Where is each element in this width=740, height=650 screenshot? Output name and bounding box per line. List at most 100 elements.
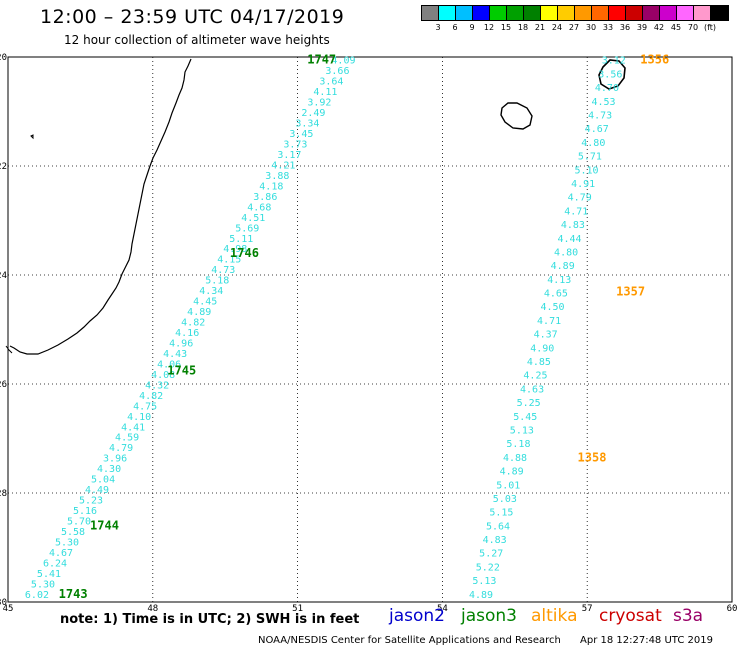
longitude-tick-label: 60 — [727, 604, 738, 614]
wave-height-value: 4.71 — [537, 316, 561, 327]
color-swatch — [711, 6, 728, 20]
wave-height-value: 4.67 — [585, 124, 609, 135]
islet-outline — [30, 134, 34, 140]
pass-number-label: 1358 — [578, 451, 607, 465]
color-swatch — [473, 6, 490, 20]
color-scale-label: 42 — [653, 23, 665, 32]
wave-height-value: 4.11 — [313, 87, 337, 98]
wave-height-value: 4.79 — [109, 443, 133, 454]
wave-height-value: 4.06 — [157, 359, 181, 370]
wave-height-value: 5.18 — [506, 439, 530, 450]
wave-height-value: 4.32 — [145, 380, 169, 391]
pass-number-label: 1744 — [90, 519, 119, 533]
wave-height-value: 5.13 — [510, 425, 534, 436]
wave-height-value: 6.24 — [43, 558, 67, 569]
wave-height-value: 5.27 — [479, 549, 503, 560]
wave-height-value: 4.98 — [223, 244, 247, 255]
generated-timestamp: Apr 18 12:27:48 UTC 2019 — [580, 635, 713, 646]
wave-height-value: 4.89 — [469, 590, 493, 601]
wave-height-value: 3.56 — [598, 69, 622, 80]
pass-number-label: 1743 — [59, 587, 88, 601]
wave-height-value: 4.30 — [97, 464, 121, 475]
wave-height-color-scale: 3 6 9 12 15 18 21 24 27 30 33 36 39 42 45 70 (ft) — [421, 5, 729, 33]
latitude-tick-label: -26 — [0, 380, 7, 390]
color-scale-swatches — [421, 5, 729, 21]
color-scale-label: 39 — [636, 23, 648, 32]
wave-height-value: 4.80 — [554, 247, 578, 258]
wave-height-value: 4.79 — [568, 193, 592, 204]
wave-height-tracks: 4.093.663.644.113.922.493.343.453.733.17… — [25, 56, 626, 601]
longitude-tick-label: 45 — [3, 604, 14, 614]
wave-height-value: 4.82 — [139, 391, 163, 402]
wave-height-value: 4.10 — [127, 412, 151, 423]
wave-height-value: 4.37 — [534, 330, 558, 341]
color-swatch — [439, 6, 456, 20]
pass-number-label: 1745 — [167, 363, 196, 377]
footer-note: note: 1) Time is in UTC; 2) SWH is in fe… — [60, 612, 360, 627]
wave-height-value: 2.49 — [301, 108, 325, 119]
color-scale-label: 24 — [551, 23, 563, 32]
color-scale-labels: 3 6 9 12 15 18 21 24 27 30 33 36 39 42 45 70 (ft) — [421, 21, 727, 33]
axis-labels: 45 48 51 54 57 60 -20 -22 -24 -26 -28 -30 — [0, 53, 737, 614]
wave-height-value: 3.88 — [265, 171, 289, 182]
map-grid — [7, 56, 733, 603]
reunion-island-outline — [500, 102, 533, 130]
wave-height-value: 5.23 — [79, 496, 103, 507]
wave-height-value: 5.13 — [472, 576, 496, 587]
satellite-label-altika: altika — [531, 606, 578, 626]
wave-height-value: 5.58 — [61, 527, 85, 538]
wave-height-value: 4.13 — [547, 275, 571, 286]
map-frame — [7, 56, 733, 603]
satellite-label-jason2: jason2 — [389, 606, 445, 626]
wave-height-value: 3.66 — [325, 66, 349, 77]
latitude-tick-label: -22 — [0, 162, 7, 172]
wave-height-value: 4.53 — [591, 97, 615, 108]
pass-labels: 1747 1746 1745 1744 1743 1356 1357 1358 — [59, 53, 670, 601]
wave-height-value: 4.89 — [187, 307, 211, 318]
wave-height-value: 5.25 — [517, 398, 541, 409]
color-scale-label: 9 — [469, 23, 475, 32]
wave-height-value: 4.09 — [331, 56, 355, 67]
wave-height-value: 5.04 — [91, 475, 115, 486]
longitude-tick-label: 54 — [437, 604, 448, 614]
color-scale-label: 18 — [517, 23, 529, 32]
mauritius-island-outline — [598, 59, 626, 90]
color-scale-label: 3 — [435, 23, 441, 32]
wave-height-value: 5.30 — [55, 537, 79, 548]
wave-height-value: 5.30 — [31, 579, 55, 590]
latitude-tick-label: -20 — [0, 53, 7, 63]
wave-height-value: 6.02 — [25, 590, 49, 601]
wave-height-value: 4.83 — [561, 220, 585, 231]
wave-height-value: 4.88 — [503, 453, 527, 464]
wave-height-value: 5.45 — [513, 412, 537, 423]
madagascar-coastline — [9, 58, 192, 355]
latitude-tick-label: -28 — [0, 489, 7, 499]
wave-height-value: 4.73 — [211, 265, 235, 276]
wave-height-value: 5.11 — [229, 234, 253, 245]
wave-height-value: 4.63 — [520, 384, 544, 395]
page-subtitle: 12 hour collection of altimeter wave hei… — [64, 33, 330, 47]
wave-height-value: 4.21 — [271, 160, 295, 171]
wave-height-value: 5.16 — [73, 506, 97, 517]
wave-height-value: 4.67 — [49, 548, 73, 559]
color-scale-label: 6 — [452, 23, 458, 32]
madagascar-coastline-tip — [5, 345, 13, 354]
wave-height-value: 5.22 — [476, 562, 500, 573]
color-scale-label: 27 — [568, 23, 580, 32]
wave-height-value: 4.65 — [544, 289, 568, 300]
wave-height-value: 4.45 — [193, 297, 217, 308]
wave-height-value: 5.01 — [496, 480, 520, 491]
wave-height-value: 4.96 — [169, 338, 193, 349]
wave-height-value: 5.69 — [235, 223, 259, 234]
wave-height-value: 4.70 — [595, 83, 619, 94]
pass-number-label: 1746 — [230, 246, 259, 260]
color-swatch — [643, 6, 660, 20]
wave-height-value: 4.08 — [151, 370, 175, 381]
wave-height-value: 3.73 — [283, 140, 307, 151]
longitude-tick-label: 57 — [582, 604, 593, 614]
color-swatch — [592, 6, 609, 20]
longitude-tick-label: 48 — [147, 604, 158, 614]
color-scale-label: 36 — [619, 23, 631, 32]
latitude-tick-label: -24 — [0, 271, 7, 281]
longitude-tick-label: 51 — [292, 604, 303, 614]
